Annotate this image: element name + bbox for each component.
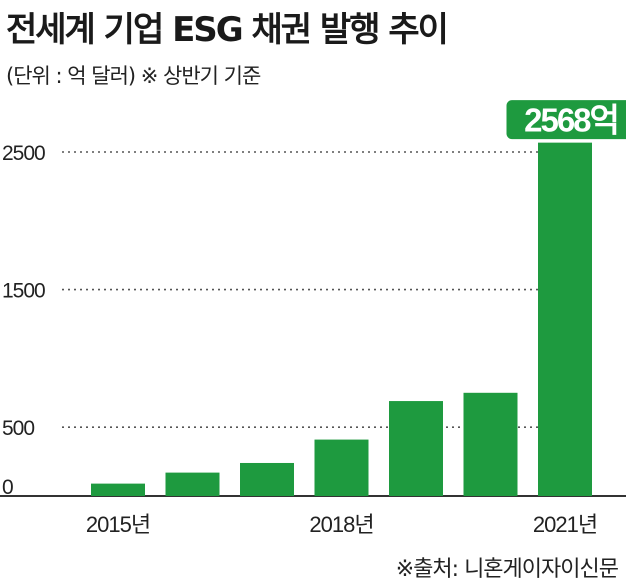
label-layer: 2015년 2018년 2021년 2568억 bbox=[86, 97, 626, 537]
source-note: ※출처: 니혼게이자이신문 bbox=[395, 557, 619, 582]
y-tick-label: 0 bbox=[2, 476, 13, 499]
x-tick-label: 2015년 bbox=[86, 512, 150, 537]
bar-2019년 bbox=[389, 401, 443, 496]
bar-2021년 bbox=[538, 142, 592, 497]
chart-title: 전세계 기업 ESG 채권 발행 추이 bbox=[6, 10, 449, 50]
y-tick-label: 1500 bbox=[2, 280, 45, 303]
bar-2020년 bbox=[463, 392, 518, 496]
y-tick-label: 500 bbox=[2, 417, 34, 440]
x-tick-label: 2021년 bbox=[533, 512, 597, 537]
bar-layer bbox=[91, 142, 592, 497]
y-tick-label: 2500 bbox=[2, 142, 45, 165]
bar-2018년 bbox=[314, 439, 369, 496]
value-label-box bbox=[503, 97, 626, 143]
bar-2016년 bbox=[165, 472, 220, 496]
x-tick-label: 2018년 bbox=[309, 512, 373, 537]
bar-2017년 bbox=[240, 462, 294, 496]
chart-subtitle: (단위 : 억 달러) ※ 상반기 기준 bbox=[6, 64, 261, 88]
value-label: 2568억 bbox=[524, 102, 618, 139]
grid-layer: 0 500 1500 2500 bbox=[0, 142, 626, 499]
bar-2015년 bbox=[91, 483, 145, 496]
